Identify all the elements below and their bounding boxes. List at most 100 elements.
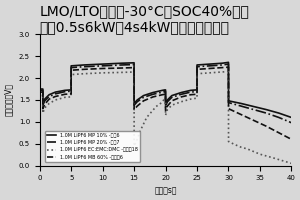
1.0M LiPF6 MP 20% -示化7	[208, 65, 211, 67]
1.0M LiPF6 MB 60% -对比例6	[189, 94, 193, 96]
1.0M LiPF6 MP 20% -示化7	[170, 96, 174, 99]
1.0M LiPF6 MP 20% -示化7	[120, 64, 123, 66]
1.0M LiPF6 EC:EMC:DMC -对比例18	[54, 99, 57, 101]
1.0M LiPF6 EC:EMC:DMC -对比例18	[41, 112, 45, 114]
1.0M LiPF6 EC:EMC:DMC -对比例18	[208, 72, 211, 74]
1.0M LiPF6 MP 20% -示化7	[135, 101, 139, 103]
1.0M LiPF6 MP 10% -示化6	[277, 112, 281, 114]
1.0M LiPF6 EC:EMC:DMC -对比例18	[239, 146, 243, 148]
1.0M LiPF6 EC:EMC:DMC -对比例18	[189, 98, 193, 100]
1.0M LiPF6 MP 10% -示化6	[189, 89, 193, 92]
1.0M LiPF6 MP 20% -示化7	[38, 89, 41, 92]
1.0M LiPF6 MB 60% -对比例6	[264, 125, 268, 127]
1.0M LiPF6 EC:EMC:DMC -对比例18	[132, 71, 136, 73]
1.0M LiPF6 MP 10% -示化6	[264, 108, 268, 111]
1.0M LiPF6 EC:EMC:DMC -对比例18	[227, 70, 230, 73]
1.0M LiPF6 EC:EMC:DMC -对比例18	[145, 116, 148, 119]
1.0M LiPF6 MB 60% -对比例6	[135, 105, 139, 107]
1.0M LiPF6 MP 10% -示化6	[195, 89, 198, 91]
1.0M LiPF6 MP 20% -示化7	[163, 90, 167, 93]
1.0M LiPF6 EC:EMC:DMC -对比例18	[290, 162, 293, 165]
1.0M LiPF6 MP 20% -示化7	[132, 63, 136, 66]
X-axis label: 时间（s）: 时间（s）	[154, 187, 177, 196]
1.0M LiPF6 MB 60% -对比例6	[132, 108, 136, 111]
1.0M LiPF6 MP 10% -示化6	[132, 62, 136, 64]
1.0M LiPF6 MP 20% -示化7	[41, 89, 45, 92]
1.0M LiPF6 MP 20% -示化7	[69, 90, 72, 92]
1.0M LiPF6 EC:EMC:DMC -对比例18	[258, 153, 262, 155]
1.0M LiPF6 MP 20% -示化7	[252, 108, 255, 111]
1.0M LiPF6 MP 20% -示化7	[82, 66, 85, 68]
1.0M LiPF6 EC:EMC:DMC -对比例18	[271, 156, 274, 159]
1.0M LiPF6 MB 60% -对比例6	[54, 95, 57, 98]
1.0M LiPF6 MB 60% -对比例6	[164, 109, 167, 112]
1.0M LiPF6 EC:EMC:DMC -对比例18	[163, 97, 167, 99]
1.0M LiPF6 MB 60% -对比例6	[69, 69, 73, 71]
1.0M LiPF6 MP 20% -示化7	[195, 90, 198, 93]
1.0M LiPF6 MP 20% -示化7	[277, 116, 281, 119]
1.0M LiPF6 MB 60% -对比例6	[208, 67, 211, 70]
1.0M LiPF6 EC:EMC:DMC -对比例18	[220, 71, 224, 73]
Text: LMO/LTO电池在-30°C，SOC40%条件
下，0.5s6kW和4s4kW脉冲期间的响应: LMO/LTO电池在-30°C，SOC40%条件 下，0.5s6kW和4s4kW…	[40, 4, 250, 34]
1.0M LiPF6 EC:EMC:DMC -对比例18	[166, 108, 169, 111]
1.0M LiPF6 MP 10% -示化6	[164, 89, 167, 91]
Line: 1.0M LiPF6 EC:EMC:DMC -对比例18: 1.0M LiPF6 EC:EMC:DMC -对比例18	[40, 72, 291, 163]
1.0M LiPF6 MB 60% -对比例6	[195, 93, 198, 95]
1.0M LiPF6 EC:EMC:DMC -对比例18	[160, 101, 164, 103]
1.0M LiPF6 EC:EMC:DMC -对比例18	[132, 71, 136, 73]
1.0M LiPF6 MP 10% -示化6	[227, 61, 230, 64]
1.0M LiPF6 MP 20% -示化7	[41, 104, 45, 106]
Line: 1.0M LiPF6 MP 20% -示化7: 1.0M LiPF6 MP 20% -示化7	[40, 64, 291, 123]
1.0M LiPF6 MB 60% -对比例6	[120, 67, 123, 69]
1.0M LiPF6 MB 60% -对比例6	[227, 108, 230, 110]
1.0M LiPF6 EC:EMC:DMC -对比例18	[69, 96, 72, 98]
1.0M LiPF6 MB 60% -对比例6	[151, 96, 155, 98]
1.0M LiPF6 MP 10% -示化6	[179, 91, 183, 94]
1.0M LiPF6 MP 20% -示化7	[132, 63, 136, 66]
1.0M LiPF6 EC:EMC:DMC -对比例18	[43, 107, 46, 109]
1.0M LiPF6 EC:EMC:DMC -对比例18	[132, 145, 136, 147]
1.0M LiPF6 MP 10% -示化6	[69, 65, 73, 67]
1.0M LiPF6 MB 60% -对比例6	[164, 93, 167, 95]
1.0M LiPF6 EC:EMC:DMC -对比例18	[69, 73, 73, 76]
1.0M LiPF6 MP 20% -示化7	[189, 91, 193, 93]
1.0M LiPF6 MP 10% -示化6	[132, 62, 136, 64]
1.0M LiPF6 MB 60% -对比例6	[47, 98, 51, 100]
1.0M LiPF6 MP 10% -示化6	[290, 116, 293, 119]
1.0M LiPF6 MP 10% -示化6	[135, 99, 139, 101]
1.0M LiPF6 MP 20% -示化7	[195, 66, 199, 68]
1.0M LiPF6 MB 60% -对比例6	[255, 121, 259, 123]
1.0M LiPF6 MB 60% -对比例6	[245, 116, 249, 119]
1.0M LiPF6 MP 10% -示化6	[142, 94, 145, 97]
1.0M LiPF6 EC:EMC:DMC -对比例18	[227, 70, 230, 73]
1.0M LiPF6 EC:EMC:DMC -对比例18	[139, 129, 142, 132]
1.0M LiPF6 MP 10% -示化6	[38, 88, 41, 90]
1.0M LiPF6 MP 10% -示化6	[166, 99, 169, 101]
1.0M LiPF6 MP 10% -示化6	[164, 103, 167, 106]
1.0M LiPF6 MP 20% -示化7	[69, 90, 73, 92]
1.0M LiPF6 MP 20% -示化7	[164, 105, 167, 107]
1.0M LiPF6 MP 10% -示化6	[163, 89, 167, 91]
1.0M LiPF6 MP 20% -示化7	[264, 112, 268, 114]
1.0M LiPF6 MP 10% -示化6	[227, 100, 230, 102]
1.0M LiPF6 MB 60% -对比例6	[38, 91, 42, 93]
1.0M LiPF6 MB 60% -对比例6	[179, 96, 183, 98]
1.0M LiPF6 MP 20% -示化7	[195, 90, 199, 93]
1.0M LiPF6 MP 20% -示化7	[160, 91, 164, 93]
Line: 1.0M LiPF6 MB 60% -对比例6: 1.0M LiPF6 MB 60% -对比例6	[40, 67, 291, 139]
1.0M LiPF6 MP 20% -示化7	[151, 93, 155, 95]
1.0M LiPF6 EC:EMC:DMC -对比例18	[179, 101, 183, 103]
1.0M LiPF6 EC:EMC:DMC -对比例18	[227, 140, 230, 143]
1.0M LiPF6 MP 10% -示化6	[132, 102, 136, 105]
1.0M LiPF6 MB 60% -对比例6	[236, 112, 240, 114]
1.0M LiPF6 MB 60% -对比例6	[227, 66, 230, 68]
1.0M LiPF6 MP 10% -示化6	[220, 62, 224, 64]
1.0M LiPF6 EC:EMC:DMC -对比例18	[82, 73, 85, 75]
1.0M LiPF6 MP 10% -示化6	[252, 105, 255, 108]
1.0M LiPF6 MB 60% -对比例6	[38, 91, 41, 93]
1.0M LiPF6 EC:EMC:DMC -对比例18	[101, 72, 104, 74]
1.0M LiPF6 MP 20% -示化7	[239, 105, 243, 107]
1.0M LiPF6 EC:EMC:DMC -对比例18	[41, 94, 45, 97]
1.0M LiPF6 EC:EMC:DMC -对比例18	[195, 73, 199, 75]
1.0M LiPF6 MP 10% -示化6	[101, 63, 104, 65]
